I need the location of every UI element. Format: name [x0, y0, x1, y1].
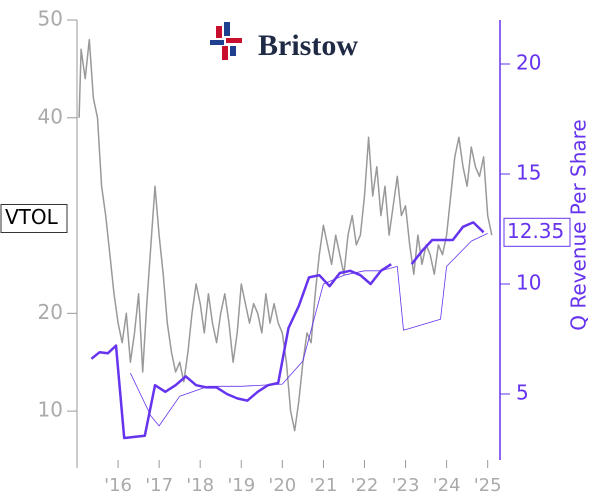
x-tick-label: '22: [351, 475, 379, 496]
y-tick-label: 40: [38, 104, 63, 128]
x-tick-label: '19: [227, 475, 255, 496]
y-tick-label: 10: [38, 398, 63, 422]
y-tick-label: 50: [38, 7, 63, 31]
x-tick-label: '21: [309, 475, 337, 496]
x-tick-label: '18: [186, 475, 214, 496]
y2-tick-label: 15: [516, 161, 541, 185]
y2-tick-label: 20: [516, 51, 541, 75]
series-line: [130, 233, 488, 427]
x-tick-label: '20: [268, 475, 296, 496]
logo: [210, 22, 242, 60]
series-line: [78, 38, 493, 432]
logo-mark: [224, 22, 230, 36]
logo-mark: [226, 38, 242, 43]
y2-tick-label: 5: [516, 381, 529, 405]
logo-mark: [216, 26, 222, 38]
chart-title: Bristow: [258, 29, 358, 62]
x-tick-label: '24: [433, 475, 461, 496]
last-value-box: [503, 217, 571, 247]
x-tick-label: '25: [474, 475, 502, 496]
logo-mark: [222, 46, 228, 60]
ticker-box: [0, 203, 68, 233]
ticker-label: VTOL: [5, 205, 59, 229]
x-tick-label: '23: [392, 475, 420, 496]
series-line: [90, 221, 485, 440]
last-value-label: 12.35: [507, 219, 564, 243]
x-tick-label: '16: [104, 475, 132, 496]
y-tick-label: 20: [38, 300, 63, 324]
y2-tick-label: 10: [516, 271, 541, 295]
x-tick-label: '17: [145, 475, 173, 496]
logo-mark: [210, 40, 224, 45]
logo-mark: [230, 46, 236, 56]
